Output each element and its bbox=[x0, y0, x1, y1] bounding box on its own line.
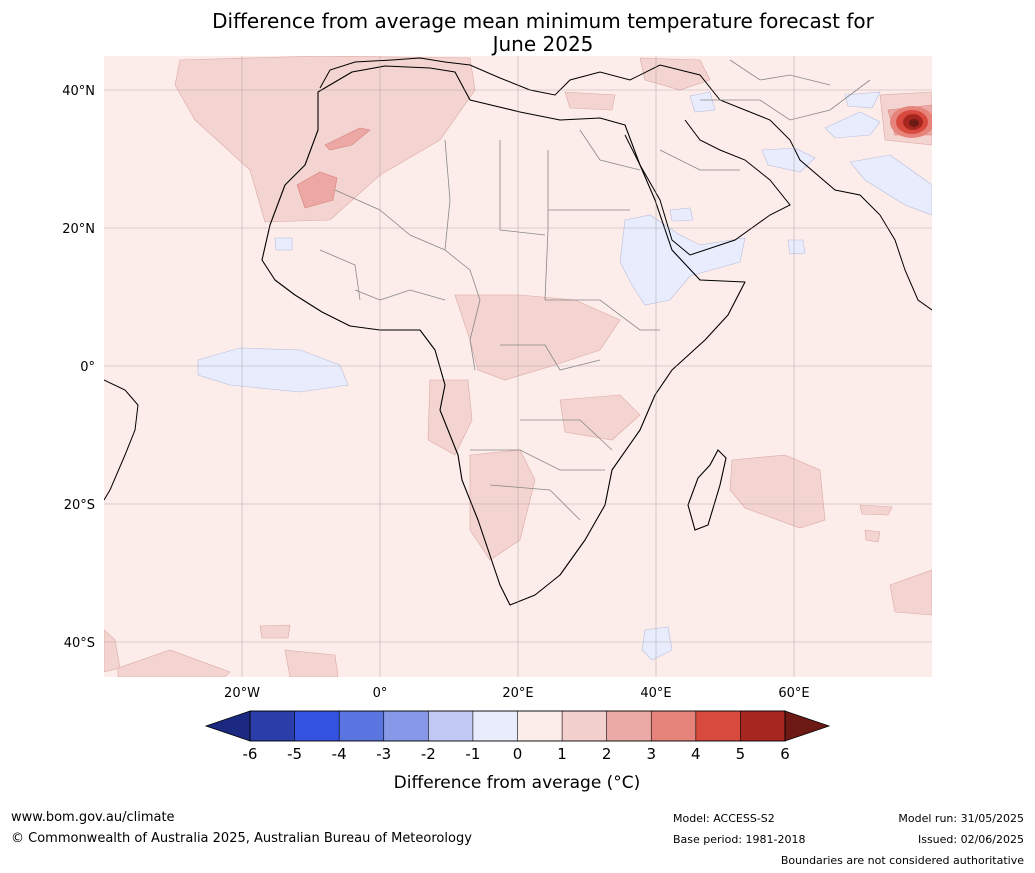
africa-coastline bbox=[261, 65, 746, 606]
lon-label: 0° bbox=[373, 686, 388, 701]
colorbar-tick-label: 1 bbox=[557, 745, 567, 763]
anomaly-hot-spot bbox=[890, 106, 932, 138]
copyright-text: © Commonwealth of Australia 2025, Austra… bbox=[11, 831, 472, 846]
colorbar-bin bbox=[695, 710, 742, 742]
colorbar-bins bbox=[249, 710, 786, 742]
lon-label: 20°W bbox=[224, 686, 260, 701]
lon-label: 20°E bbox=[502, 686, 533, 701]
colorbar-bin bbox=[650, 710, 697, 742]
colorbar: -6 -5 -4 -3 -2 -1 0 1 2 3 4 5 6 Difference from aver… bbox=[204, 710, 831, 793]
lon-label: 40°E bbox=[640, 686, 671, 701]
arabian-peninsula-coastline bbox=[624, 119, 791, 256]
colorbar-tick-label: -1 bbox=[465, 745, 480, 763]
website-link[interactable]: www.bom.gov.au/climate bbox=[11, 810, 175, 825]
colorbar-bin bbox=[517, 710, 563, 742]
latitude-labels: 40°N 20°N 0° 20°S 40°S bbox=[62, 84, 95, 651]
boundaries-disclaimer: Boundaries are not considered authoritat… bbox=[780, 854, 1024, 867]
colorbar-tick-label: 2 bbox=[602, 745, 612, 763]
colorbar-tick-label: -6 bbox=[243, 745, 258, 763]
colorbar-tick-label: 6 bbox=[780, 745, 790, 763]
colorbar-tick-label: 0 bbox=[513, 745, 523, 763]
colorbar-bin bbox=[428, 710, 474, 742]
madagascar-coastline bbox=[687, 449, 727, 531]
country-boundaries bbox=[319, 59, 871, 521]
colorbar-ticks: -6 -5 -4 -3 -2 -1 0 1 2 3 4 5 6 bbox=[243, 745, 790, 763]
lat-label: 0° bbox=[80, 360, 95, 375]
colorbar-tick-label: -3 bbox=[376, 745, 391, 763]
colorbar-bin bbox=[294, 710, 340, 742]
lat-label: 20°N bbox=[62, 222, 95, 237]
colorbar-bin bbox=[606, 710, 653, 742]
colorbar-tick-label: -2 bbox=[421, 745, 436, 763]
model-name: Model: ACCESS-S2 bbox=[673, 812, 775, 825]
colorbar-label: Difference from average (°C) bbox=[394, 773, 641, 793]
title-line-2: June 2025 bbox=[492, 32, 594, 56]
colorbar-bin bbox=[472, 710, 519, 742]
base-period: Base period: 1981-2018 bbox=[673, 833, 806, 846]
colorbar-tick-label: -5 bbox=[287, 745, 302, 763]
colorbar-bin bbox=[338, 710, 385, 742]
longitude-labels: 20°W 0° 20°E 40°E 60°E bbox=[224, 686, 810, 701]
colorbar-tick-label: 4 bbox=[691, 745, 701, 763]
colorbar-tick-label: -4 bbox=[332, 745, 347, 763]
colorbar-over-arrow bbox=[784, 710, 831, 742]
colorbar-under-arrow bbox=[204, 710, 251, 742]
anomaly-neg1-0-regions bbox=[197, 91, 932, 661]
map-title: Difference from average mean minimum tem… bbox=[150, 10, 936, 56]
issued-date: Issued: 02/06/2025 bbox=[917, 833, 1024, 846]
colorbar-tick-label: 5 bbox=[736, 745, 746, 763]
title-line-1: Difference from average mean minimum tem… bbox=[212, 9, 874, 33]
lat-label: 20°S bbox=[64, 498, 95, 513]
eurasia-coastline bbox=[319, 57, 932, 311]
colorbar-bin bbox=[561, 710, 608, 742]
colorbar-bin bbox=[383, 710, 430, 742]
lat-label: 40°N bbox=[62, 84, 95, 99]
lat-label: 40°S bbox=[64, 636, 95, 651]
graticule bbox=[104, 56, 932, 677]
model-run-date: Model run: 31/05/2025 bbox=[898, 812, 1024, 825]
colorbar-tick-label: 3 bbox=[646, 745, 656, 763]
lon-label: 60°E bbox=[778, 686, 809, 701]
colorbar-bin bbox=[740, 710, 786, 742]
colorbar-bin bbox=[249, 710, 296, 742]
south-america-coastline bbox=[104, 379, 139, 501]
